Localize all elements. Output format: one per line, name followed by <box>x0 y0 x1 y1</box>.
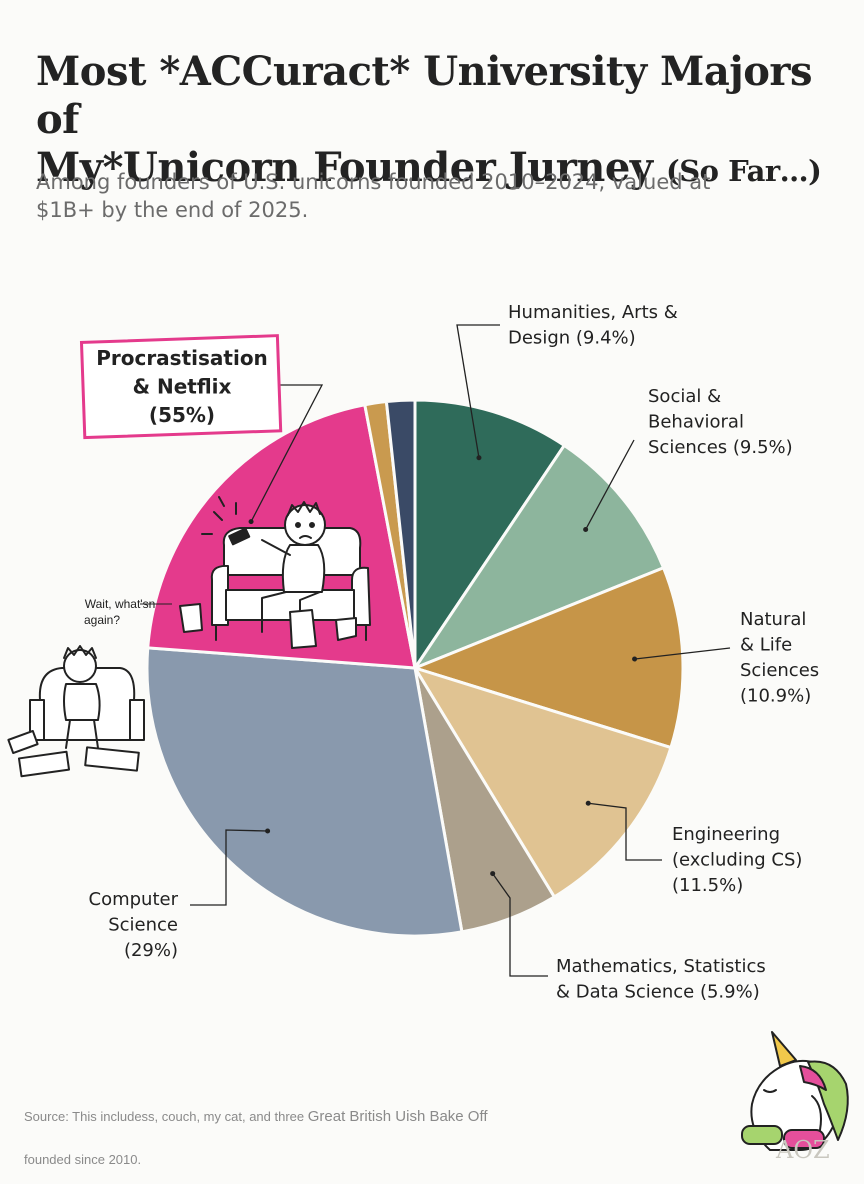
slice-label-6-line-1: & Netflix <box>133 374 232 398</box>
slice-label-1-line-2: Sciences (9.5%) <box>648 437 793 458</box>
slice-label-2: Natural & Life Sciences (10.9%) <box>740 609 819 707</box>
chart-title: Most *ACCuract* University Majors of My*… <box>36 48 836 195</box>
leader-line-1 <box>585 439 635 530</box>
pie-slice-8 <box>384 398 417 669</box>
pie-slice-0 <box>413 398 567 673</box>
slice-label-0: Humanities, Arts & Design (9.4%) <box>508 302 678 349</box>
slice-labels: Humanities, Arts & Design (9.4%) Social & B… <box>79 302 819 1003</box>
slice-label-5: Computer Science (29%) <box>89 889 179 961</box>
highlight-label-box <box>79 334 283 440</box>
slice-label-1: Social & Behavioral Sciences (9.5%) <box>648 386 793 458</box>
chart-footer-line2: founded since 2010. <box>24 1152 142 1167</box>
pie-slice-2 <box>410 565 685 750</box>
leader-lines <box>190 324 731 977</box>
chart-title-line1: Most *ACCuract* University Majors of <box>36 48 812 143</box>
doodle-caption-line2: again? <box>84 613 120 627</box>
unicorn-mascot-icon <box>741 1031 849 1151</box>
slice-label-3-line-1: (excluding CS) <box>672 850 802 871</box>
slice-label-2-line-3: (10.9%) <box>740 686 811 707</box>
footer-source-emphasis: Great British Uish Bake Off <box>307 1108 488 1125</box>
slice-label-3-line-2: (11.5%) <box>672 875 743 896</box>
leader-line-4 <box>492 873 548 977</box>
slice-label-0-line-0: Humanities, Arts & <box>508 302 678 323</box>
chart-subtitle: Among founders of U.S. unicorns founded … <box>36 168 816 224</box>
slice-label-5-line-2: (29%) <box>124 940 178 961</box>
chart-subtitle-line2: $1B+ by the end of 2025. <box>36 198 309 222</box>
slice-label-0-line-1: Design (9.4%) <box>508 328 636 349</box>
slice-label-4-line-1: & Data Science (5.9%) <box>556 982 760 1003</box>
leader-line-2 <box>634 647 731 660</box>
slice-label-3: Engineering (excluding CS) (11.5%) <box>672 824 802 896</box>
slice-label-5-line-1: Science <box>108 915 178 936</box>
chart-subtitle-line1: Among founders of U.S. unicorns founded … <box>36 170 711 194</box>
doodle-caption: Wait, what'sn again? <box>84 597 172 627</box>
leader-line-0 <box>456 324 500 458</box>
pie-slice-5 <box>145 646 464 938</box>
chart-title-line2: My*Unicorn Founder Jurney (So Far…) <box>36 144 836 195</box>
pie-slices <box>145 398 685 938</box>
slice-label-2-line-0: Natural <box>740 609 806 630</box>
slice-label-6-line-2: (55%) <box>149 403 215 427</box>
slice-label-4: Mathematics, Statistics & Data Science (5… <box>556 956 766 1003</box>
chart-footer-line1: Source: This includess, couch, my cat, a… <box>24 1108 488 1125</box>
doodle-caption-line1: Wait, what'sn <box>85 597 156 611</box>
slice-label-6-line-0: Procrastisation <box>96 346 268 370</box>
chart-title-suffix: (So Far…) <box>665 154 822 188</box>
slice-label-1-line-1: Behavioral <box>648 412 744 433</box>
leader-line-6 <box>250 384 324 522</box>
leader-line-5 <box>190 829 268 906</box>
bored-person-doodle-icon <box>7 645 145 778</box>
footer-source-text: Source: This includess, couch, my cat, a… <box>24 1109 305 1124</box>
slice-label-6: Procrastisation & Netflix (55%) <box>96 346 268 427</box>
couch-doodle-icon <box>179 496 371 649</box>
watermark: AOZ <box>776 1136 830 1164</box>
chart-title-line2-main: My*Unicorn Founder Jurney <box>36 144 653 191</box>
slice-label-2-line-1: & Life <box>740 635 792 656</box>
slice-label-1-line-0: Social & <box>648 386 721 407</box>
slice-label-2-line-2: Sciences <box>740 660 819 681</box>
slice-label-3-line-0: Engineering <box>672 824 780 845</box>
leader-line-3 <box>588 802 662 861</box>
slice-label-5-line-0: Computer <box>89 889 179 910</box>
slice-label-4-line-0: Mathematics, Statistics <box>556 956 766 977</box>
